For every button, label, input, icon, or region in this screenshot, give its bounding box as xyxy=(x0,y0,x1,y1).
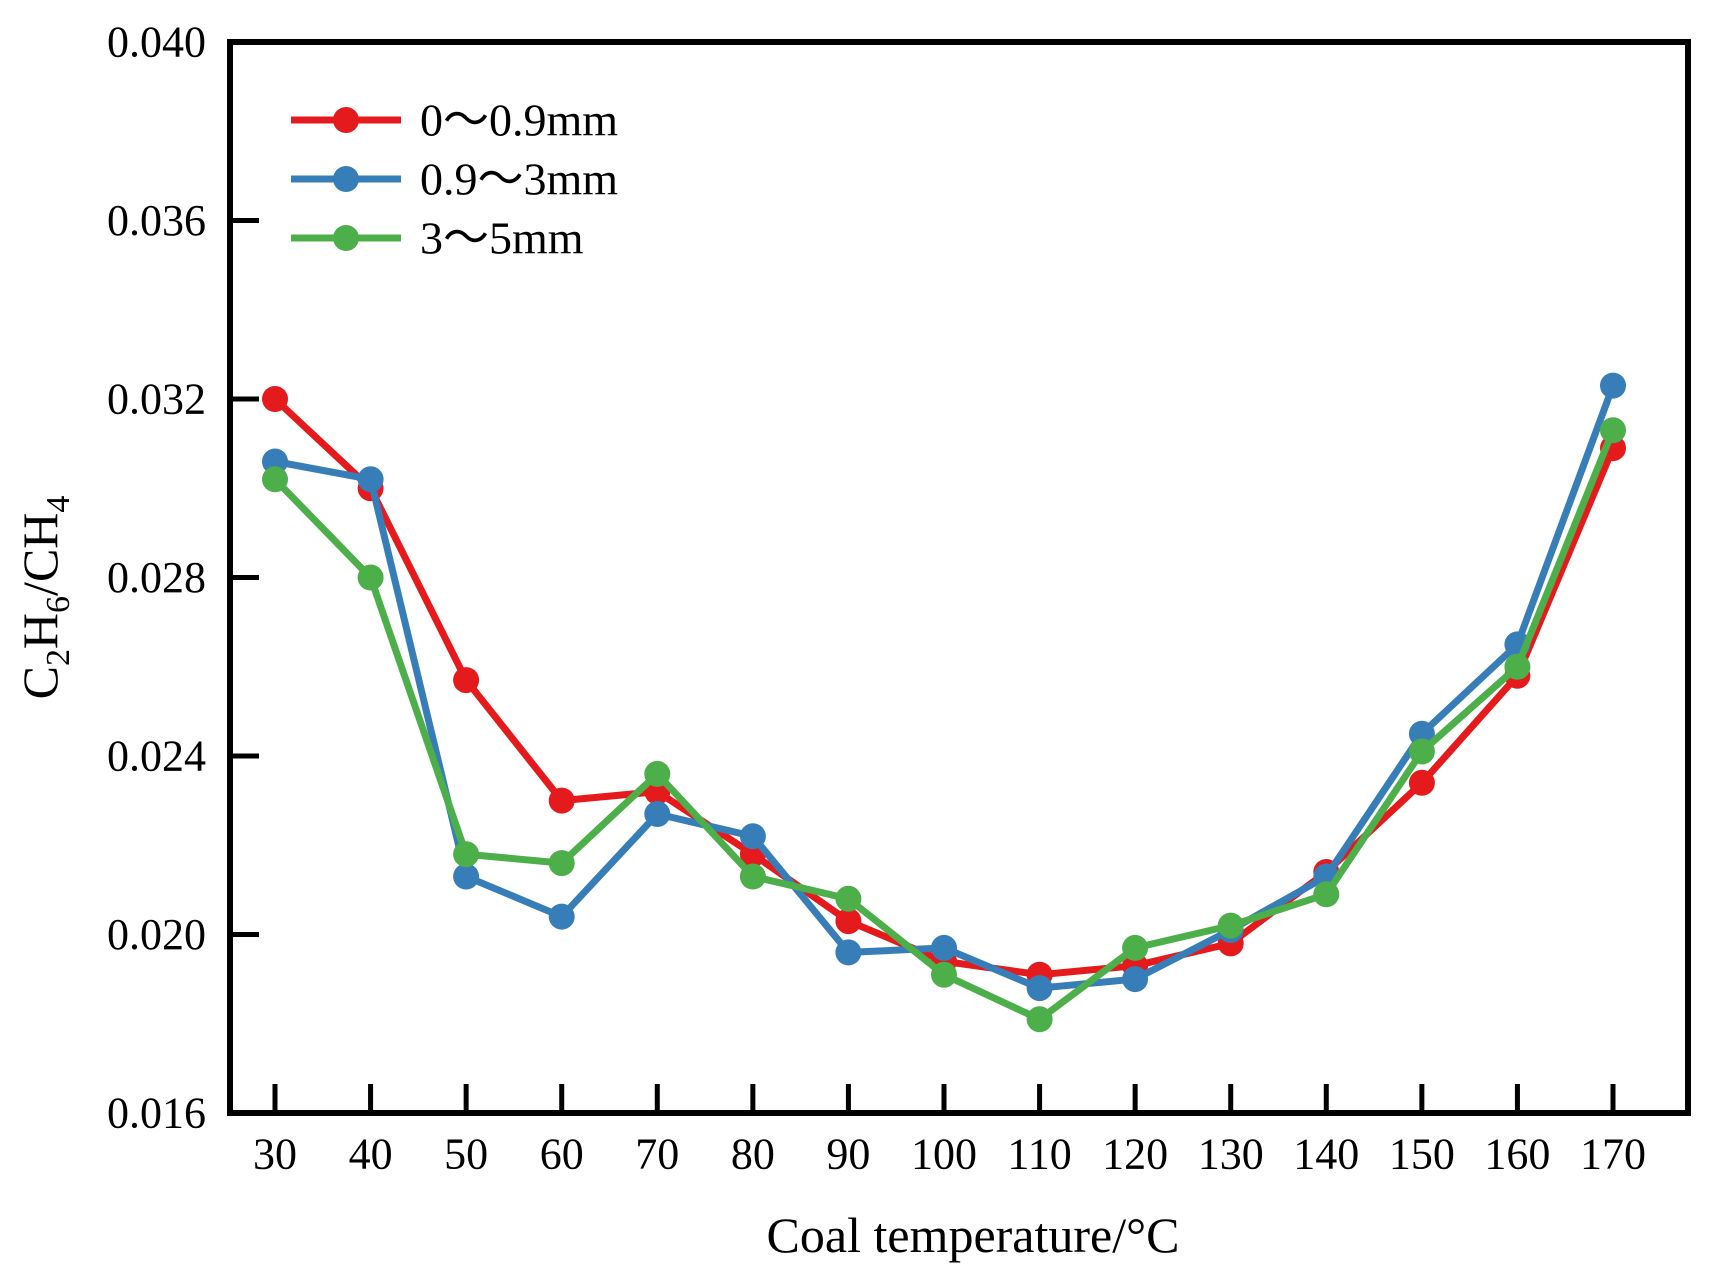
y-tick-label: 0.024 xyxy=(107,732,206,781)
data-point xyxy=(1217,912,1244,939)
data-point xyxy=(1122,934,1149,961)
data-point xyxy=(931,934,957,961)
data-point xyxy=(357,564,384,591)
x-tick-label: 60 xyxy=(540,1130,584,1179)
y-axis: 0.016 0.020 0.024 0.028 0.032 0.036 0.040 xyxy=(107,18,259,1138)
x-tick-label: 120 xyxy=(1102,1130,1168,1179)
x-tick-label: 50 xyxy=(444,1130,488,1179)
series-1 xyxy=(262,372,1626,1002)
x-tick-label: 110 xyxy=(1007,1130,1071,1179)
series-2 xyxy=(262,417,1626,1033)
y-tick-label: 0.032 xyxy=(107,375,206,424)
data-point xyxy=(548,787,575,814)
y-tick-label: 0.036 xyxy=(107,196,206,245)
data-point xyxy=(1313,881,1340,908)
x-axis-title: Coal temperature/°C xyxy=(767,1207,1180,1263)
data-point xyxy=(931,961,957,988)
x-tick-label: 100 xyxy=(911,1130,977,1179)
data-point xyxy=(644,801,671,827)
data-point xyxy=(1600,372,1626,399)
data-point xyxy=(835,908,862,935)
data-point xyxy=(1026,1006,1053,1033)
data-point xyxy=(548,850,575,877)
x-tick-label: 150 xyxy=(1389,1130,1455,1179)
legend-marker xyxy=(333,107,359,133)
axes: 30 40 50 60 70 80 90 100 110 120 130 140 150 160 170 0.… xyxy=(12,18,1691,1263)
x-tick-label: 140 xyxy=(1293,1130,1359,1179)
legend-item: 0～0.9mm xyxy=(291,95,618,146)
data-point xyxy=(262,448,288,475)
data-point xyxy=(453,841,480,868)
legend-label: 0.9～3mm xyxy=(420,154,618,205)
data-point xyxy=(1504,653,1531,680)
x-tick-label: 40 xyxy=(349,1130,393,1179)
legend-item: 3～5mm xyxy=(291,213,584,264)
x-tick-label: 170 xyxy=(1580,1130,1646,1179)
data-point xyxy=(262,386,288,412)
data-point xyxy=(1122,966,1149,993)
legend: 0～0.9mm 0.9～3mm 3～5mm xyxy=(291,95,618,264)
legend-label: 3～5mm xyxy=(420,213,584,264)
y-tick-label: 0.040 xyxy=(107,18,206,67)
legend-marker xyxy=(333,225,359,251)
series-layer xyxy=(262,372,1626,1033)
data-point xyxy=(357,466,384,493)
axis-frame xyxy=(227,39,1691,1116)
data-point xyxy=(1408,738,1435,765)
data-point xyxy=(644,760,671,787)
data-point xyxy=(548,903,575,930)
x-tick-label: 30 xyxy=(253,1130,297,1179)
y-tick-label: 0.028 xyxy=(107,553,206,602)
data-point xyxy=(453,667,480,694)
data-point xyxy=(835,939,862,966)
data-point xyxy=(453,863,480,890)
data-point xyxy=(739,823,766,850)
x-axis: 30 40 50 60 70 80 90 100 110 120 130 140 150 160 170 xyxy=(253,1084,1646,1179)
y-tick-label: 0.020 xyxy=(107,910,206,959)
x-tick-label: 80 xyxy=(731,1130,775,1179)
y-axis-title: C2H6/CH4 xyxy=(12,496,77,700)
legend-item: 0.9～3mm xyxy=(291,154,618,205)
legend-label: 0～0.9mm xyxy=(420,95,618,146)
legend-marker xyxy=(333,166,359,192)
data-point xyxy=(1408,720,1435,747)
data-point xyxy=(1408,769,1435,796)
x-tick-label: 90 xyxy=(826,1130,870,1179)
x-tick-label: 130 xyxy=(1198,1130,1264,1179)
data-point xyxy=(835,885,862,912)
x-tick-label: 160 xyxy=(1484,1130,1550,1179)
y-tick-label: 0.016 xyxy=(107,1089,206,1138)
data-point xyxy=(1600,417,1626,444)
data-point xyxy=(262,466,288,493)
x-tick-label: 70 xyxy=(635,1130,679,1179)
data-point xyxy=(1026,975,1053,1002)
data-point xyxy=(739,863,766,890)
